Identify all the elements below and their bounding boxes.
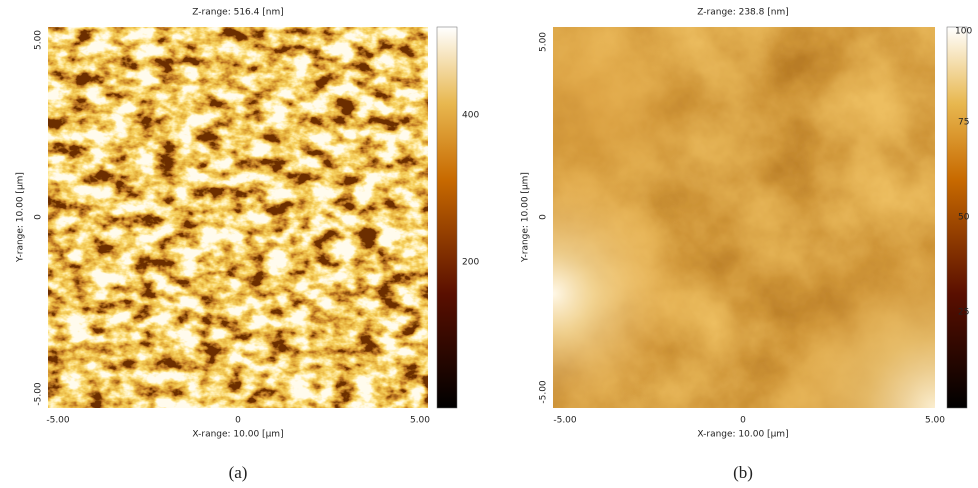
- x-tick: -5.00: [46, 416, 70, 426]
- colorbar: [437, 27, 457, 408]
- afm-image: [48, 27, 428, 408]
- x-tick: -5.00: [553, 416, 577, 426]
- y-tick: 0: [539, 214, 549, 220]
- y-range: Y-range: 10.00 [µm]: [521, 172, 531, 263]
- y-tick: 0: [34, 214, 44, 220]
- z-range: Z-range: 516.4 [nm]: [192, 8, 283, 18]
- colorbar-tick: 50: [958, 213, 970, 223]
- z-range: Z-range: 238.8 [nm]: [697, 8, 788, 18]
- x-tick: 0: [235, 416, 241, 426]
- x-range: X-range: 10.00 [µm]: [192, 430, 283, 440]
- x-tick: 5.00: [925, 416, 945, 426]
- y-tick: 5.00: [539, 32, 549, 52]
- panel-b: Z-range: 238.8 [nm] 100 75 50 25 -5.00 0…: [521, 8, 973, 482]
- x-range: X-range: 10.00 [µm]: [697, 430, 788, 440]
- y-range: Y-range: 10.00 [µm]: [16, 172, 26, 263]
- x-tick: 0: [740, 416, 746, 426]
- y-tick: -5.00: [539, 380, 549, 404]
- colorbar-tick: 25: [958, 308, 969, 318]
- afm-shading: [553, 27, 935, 408]
- y-tick: -5.00: [34, 382, 44, 406]
- y-tick: 5.00: [34, 30, 44, 50]
- caption: (a): [229, 463, 248, 482]
- x-tick: 5.00: [410, 416, 430, 426]
- panel-a: Z-range: 516.4 [nm] 400 200 -5.00 0 5.00…: [16, 8, 480, 482]
- caption: (b): [733, 463, 753, 482]
- figure: Z-range: 516.4 [nm] 400 200 -5.00 0 5.00…: [0, 0, 978, 488]
- colorbar-tick: 400: [462, 111, 479, 121]
- colorbar-tick: 200: [462, 258, 479, 268]
- colorbar-tick: 100: [955, 27, 972, 37]
- colorbar-tick: 75: [958, 118, 969, 128]
